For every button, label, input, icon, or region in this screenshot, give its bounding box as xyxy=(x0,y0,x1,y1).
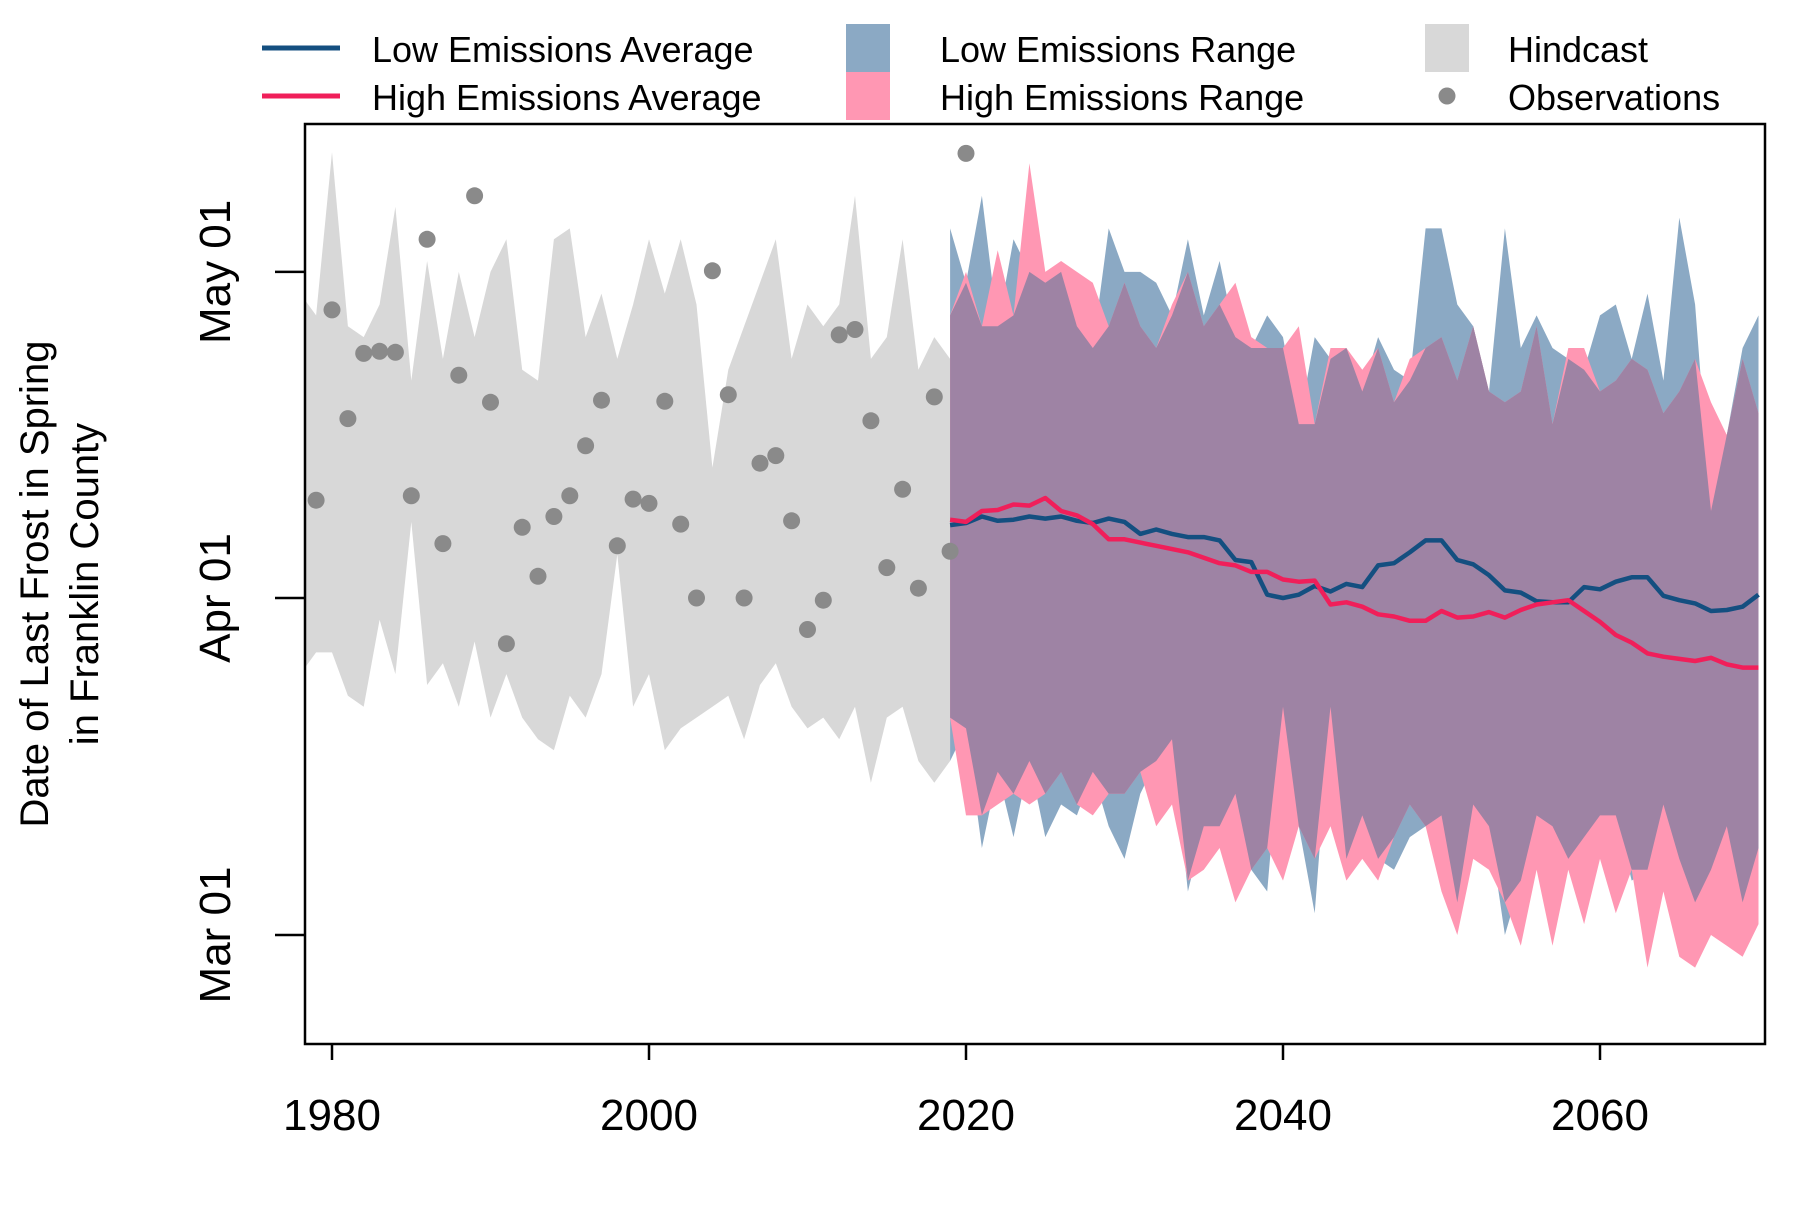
observation-point xyxy=(608,537,626,555)
high-emissions-average-line xyxy=(949,495,1759,670)
observation-point xyxy=(450,366,468,384)
observation-point xyxy=(703,262,721,280)
observation-point xyxy=(482,393,499,411)
observations-legend-label: Observations xyxy=(1508,77,1720,118)
observation-point xyxy=(672,515,690,533)
x-tick-label: 2040 xyxy=(1234,1091,1332,1140)
observations-legend-swatch xyxy=(1438,87,1456,105)
observation-point xyxy=(466,187,484,205)
observation-point xyxy=(767,447,785,465)
observation-point xyxy=(545,508,563,525)
observation-point xyxy=(735,589,753,607)
observation-point xyxy=(783,512,801,530)
observation-point xyxy=(497,635,515,653)
observation-point xyxy=(894,480,912,498)
observation-point xyxy=(878,559,896,577)
observation-point xyxy=(624,490,642,508)
observation-point xyxy=(355,344,373,362)
observation-point xyxy=(656,392,674,410)
observation-point xyxy=(577,437,595,455)
y-tick-label: May 01 xyxy=(191,200,240,344)
observation-point xyxy=(339,410,357,428)
x-tick-label: 2060 xyxy=(1551,1091,1649,1140)
plot-frame xyxy=(303,122,1767,1046)
y-axis-title-line-2: in Franklin County xyxy=(63,423,107,745)
observation-point xyxy=(323,301,341,319)
observation-point xyxy=(862,412,880,430)
hindcast-legend-swatch xyxy=(1425,24,1469,72)
low-avg-legend-label: Low Emissions Average xyxy=(372,29,754,70)
high-range-legend-label: High Emissions Range xyxy=(940,77,1304,118)
observation-point xyxy=(529,567,547,585)
high-avg-legend-label: High Emissions Average xyxy=(372,77,762,118)
observation-point xyxy=(418,230,436,248)
observation-point xyxy=(719,386,737,404)
observation-point xyxy=(909,579,927,597)
hindcast-legend-label: Hindcast xyxy=(1508,29,1648,70)
hindcast-band xyxy=(305,152,951,783)
x-tick-label: 2020 xyxy=(917,1091,1015,1140)
observation-point xyxy=(402,487,420,505)
observation-point xyxy=(307,491,325,509)
observation-point xyxy=(925,388,943,406)
observation-point xyxy=(830,326,848,344)
high-range-legend-swatch xyxy=(846,72,890,120)
plot-area xyxy=(305,144,1760,968)
low-range-legend-label: Low Emissions Range xyxy=(940,29,1296,70)
y-axis: Mar 01 Apr 01 May 01 xyxy=(191,200,305,1003)
legend: Low Emissions Average High Emissions Aver… xyxy=(262,24,1720,120)
observation-point xyxy=(513,518,531,536)
observation-point xyxy=(688,589,705,607)
y-tick-label: Mar 01 xyxy=(191,866,240,1003)
observation-point xyxy=(434,535,452,553)
observation-point xyxy=(799,621,816,638)
observation-point xyxy=(814,591,832,609)
x-tick-label: 1980 xyxy=(283,1091,381,1140)
y-axis-title-line-1: Date of Last Frost in Spring xyxy=(13,341,57,828)
observation-point xyxy=(371,342,389,360)
observation-point xyxy=(941,542,959,560)
observation-point xyxy=(386,343,404,361)
observation-point xyxy=(846,321,864,338)
observation-point xyxy=(640,494,658,512)
observation-point xyxy=(561,487,579,505)
x-axis: 1980 2000 2020 2040 2060 xyxy=(283,1044,1649,1140)
low-range-legend-swatch xyxy=(846,24,890,72)
observation-point xyxy=(957,144,975,162)
y-tick-label: Apr 01 xyxy=(191,533,240,663)
observation-point xyxy=(751,454,769,472)
x-tick-label: 2000 xyxy=(600,1091,698,1140)
observation-point xyxy=(593,391,610,409)
